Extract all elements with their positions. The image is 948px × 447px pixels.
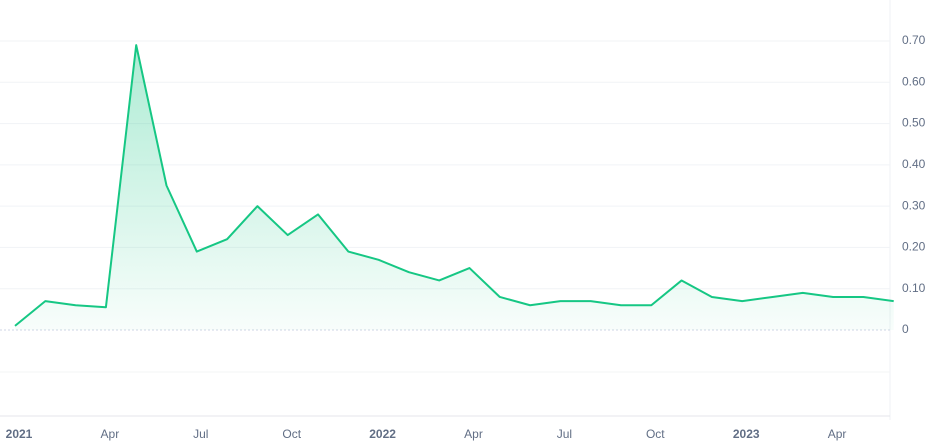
x-tick-label: Oct: [282, 427, 301, 441]
x-tick-label: Oct: [646, 427, 665, 441]
y-tick-label: 0.10: [902, 281, 926, 295]
x-tick-label: Apr: [101, 427, 120, 441]
x-tick-label: Jul: [557, 427, 572, 441]
y-tick-label: 0: [902, 322, 909, 336]
y-tick-label: 0.70: [902, 33, 926, 47]
y-tick-label: 0.30: [902, 198, 926, 212]
area: [15, 45, 894, 331]
x-tick-label: 2023: [733, 427, 760, 441]
y-tick-label: 0.60: [902, 74, 926, 88]
x-tick-label: Apr: [828, 427, 847, 441]
y-tick-label: 0.20: [902, 240, 926, 254]
y-tick-label: 0.40: [902, 157, 926, 171]
y-tick-label: 0.50: [902, 116, 926, 130]
x-tick-label: 2022: [369, 427, 396, 441]
price-line: [14, 44, 894, 327]
x-tick-label: Apr: [464, 427, 483, 441]
x-tick-label: Jul: [193, 427, 208, 441]
x-tick-label: 2021: [6, 427, 33, 441]
